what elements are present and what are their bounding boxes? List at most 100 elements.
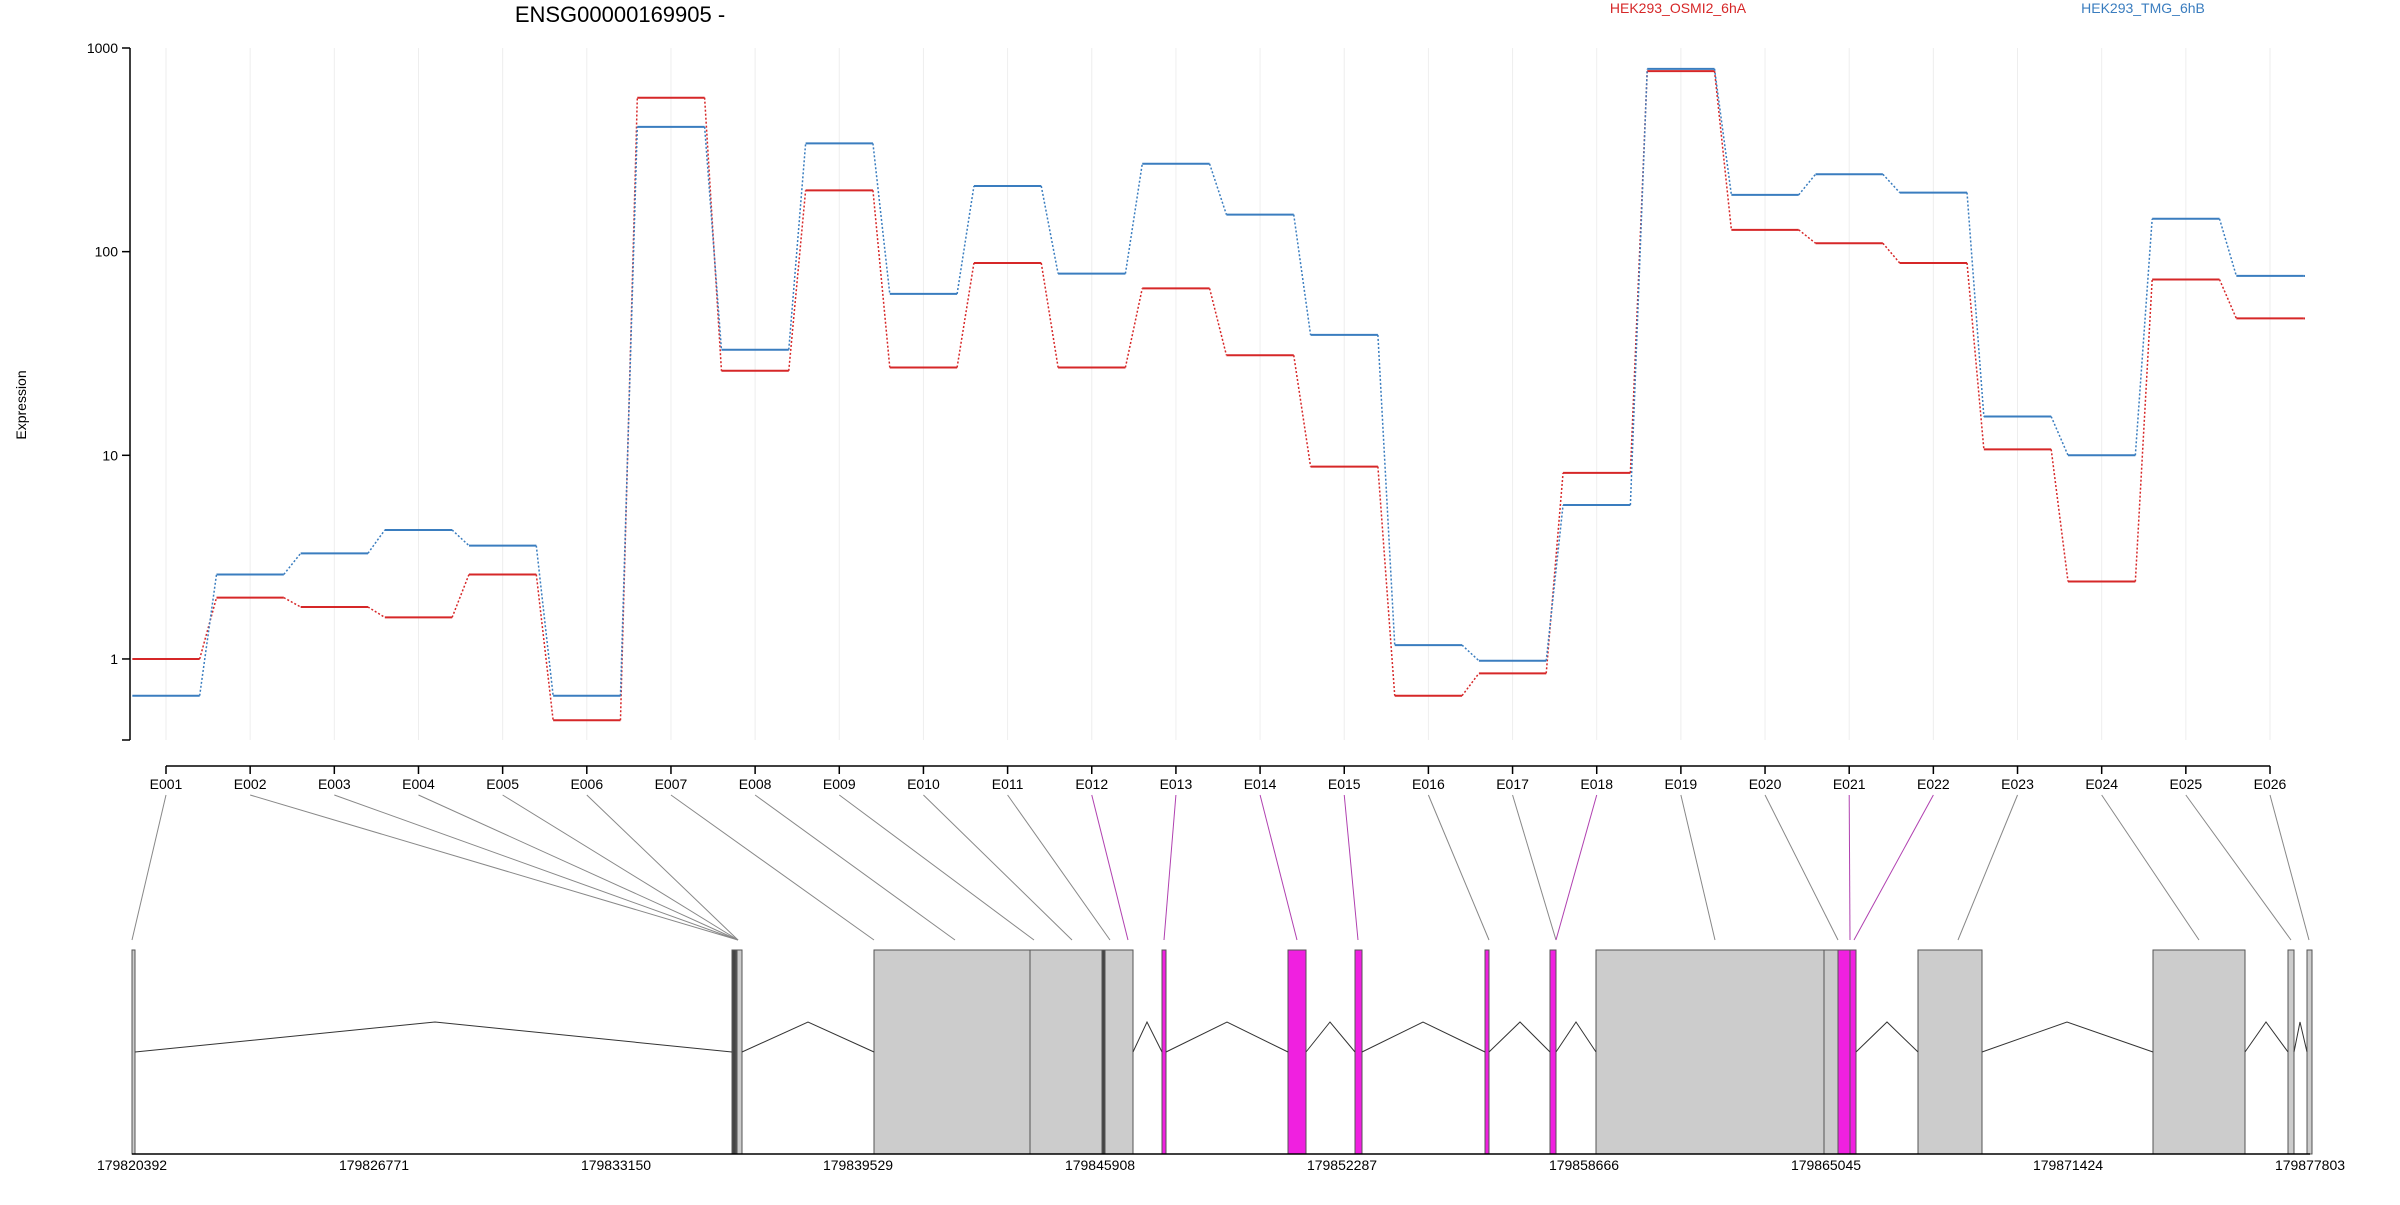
exon-block bbox=[1837, 949, 1851, 1155]
series-transition bbox=[1293, 214, 1312, 336]
series-transition bbox=[956, 185, 975, 295]
intron-line bbox=[1132, 1020, 1163, 1053]
y-tick-label: 10 bbox=[102, 447, 118, 463]
exon-block bbox=[1823, 949, 1839, 1155]
exon-connector bbox=[1555, 794, 1598, 941]
series-transition bbox=[956, 262, 975, 368]
exon-connector bbox=[1427, 794, 1490, 941]
exon-connector bbox=[1680, 794, 1716, 941]
exon-connector bbox=[418, 794, 739, 941]
intron-line bbox=[2244, 1021, 2289, 1053]
y-tick-label: 1000 bbox=[87, 40, 118, 56]
y-tick-label: 1 bbox=[110, 651, 118, 667]
coordinate-tick-label: 179820392 bbox=[97, 1157, 167, 1173]
grid-lines bbox=[165, 48, 2271, 740]
x-tick-label: E010 bbox=[907, 776, 940, 792]
series-transition bbox=[1124, 288, 1143, 368]
gene-model: 179820392 179826771 179833150 179839529 1798… bbox=[97, 949, 2345, 1173]
series-transition bbox=[1208, 163, 1228, 215]
exon-block bbox=[1029, 949, 1103, 1155]
coordinate-tick-label: 179858666 bbox=[1549, 1157, 1619, 1173]
exon-connector bbox=[1853, 794, 1934, 941]
series-lines bbox=[132, 67, 2305, 722]
exon-block bbox=[1595, 949, 1825, 1155]
exon-block bbox=[1161, 949, 1167, 1155]
series-transition bbox=[198, 574, 218, 696]
intron-line bbox=[1555, 1021, 1597, 1053]
x-tick-label: E005 bbox=[486, 776, 519, 792]
series-transition bbox=[788, 143, 807, 350]
series-transition bbox=[1798, 229, 1817, 244]
series-transition bbox=[1966, 262, 1985, 450]
intron-line bbox=[1305, 1021, 1356, 1053]
exon-connector bbox=[502, 794, 739, 941]
exon-block bbox=[1917, 949, 1983, 1155]
series-transition bbox=[367, 529, 386, 554]
series-transition bbox=[1713, 71, 1733, 230]
series-transition bbox=[1040, 185, 1059, 274]
x-tick-label: E003 bbox=[318, 776, 351, 792]
x-tick-label: E021 bbox=[1833, 776, 1866, 792]
series-transition bbox=[1377, 466, 1396, 696]
axes: 1 10 100 1000 E001 E002 E003 E004 E005 E006 E007 E0… bbox=[87, 40, 2287, 792]
series-transition bbox=[535, 545, 554, 696]
exon-block bbox=[2287, 949, 2295, 1155]
series-transition bbox=[1377, 334, 1396, 646]
exon-connectors bbox=[131, 794, 2310, 941]
series-transition bbox=[1798, 173, 1817, 196]
exon-connector bbox=[334, 794, 739, 941]
exon-connector bbox=[250, 794, 739, 941]
exon-connector bbox=[1512, 794, 1557, 941]
series-transition bbox=[1461, 644, 1480, 662]
series-transition bbox=[1713, 68, 1733, 195]
exon-connector bbox=[2101, 794, 2200, 941]
exon-connector bbox=[1848, 794, 1851, 941]
exon-block bbox=[2152, 949, 2246, 1155]
x-tick-label: E006 bbox=[570, 776, 603, 792]
coordinate-tick-label: 179865045 bbox=[1791, 1157, 1861, 1173]
exon-block bbox=[1354, 949, 1363, 1155]
exon-block bbox=[1484, 949, 1490, 1155]
exon-block bbox=[2306, 949, 2313, 1155]
series-transition bbox=[2050, 416, 2069, 456]
x-tick-label: E023 bbox=[2001, 776, 2034, 792]
exon-block bbox=[731, 949, 737, 1155]
series-transition bbox=[788, 190, 807, 371]
legend-entry-tmg: HEK293_TMG_6hB bbox=[2081, 0, 2205, 16]
series-transition bbox=[1293, 355, 1312, 467]
exon-connector bbox=[923, 794, 1073, 941]
series-transition bbox=[283, 596, 302, 608]
series-transition bbox=[2050, 449, 2069, 582]
exon-connector bbox=[131, 794, 167, 941]
series-transition bbox=[2218, 218, 2238, 277]
x-tick-label: E009 bbox=[823, 776, 856, 792]
x-tick-label: E013 bbox=[1160, 776, 1193, 792]
exon-connector bbox=[1764, 794, 1839, 941]
series-transition bbox=[198, 597, 218, 660]
x-tick-label: E016 bbox=[1412, 776, 1445, 792]
series-transition bbox=[1124, 163, 1143, 274]
series-transition bbox=[2134, 218, 2153, 456]
exon-connector bbox=[1259, 794, 1298, 941]
intron-line bbox=[741, 1021, 875, 1053]
exon-connector bbox=[1163, 794, 1177, 941]
exon-connector bbox=[1343, 794, 1359, 941]
intron-line bbox=[2293, 1021, 2308, 1053]
x-tick-label: E008 bbox=[739, 776, 772, 792]
series-transition bbox=[872, 190, 891, 368]
x-tick-label: E022 bbox=[1917, 776, 1950, 792]
intron-line bbox=[1361, 1021, 1486, 1053]
chart-title: ENSG00000169905 - bbox=[515, 2, 725, 27]
series-osmi bbox=[132, 70, 2305, 722]
x-tick-label: E002 bbox=[234, 776, 267, 792]
x-tick-label: E004 bbox=[402, 776, 435, 792]
intron-line bbox=[1488, 1021, 1551, 1053]
x-tick-label: E018 bbox=[1580, 776, 1613, 792]
series-transition bbox=[2134, 279, 2153, 582]
legend-entry-osmi: HEK293_OSMI2_6hA bbox=[1610, 0, 1747, 16]
series-transition bbox=[1629, 68, 1648, 506]
x-tick-label: E007 bbox=[655, 776, 688, 792]
exon-connector bbox=[1091, 794, 1129, 941]
x-tick-label: E001 bbox=[150, 776, 183, 792]
